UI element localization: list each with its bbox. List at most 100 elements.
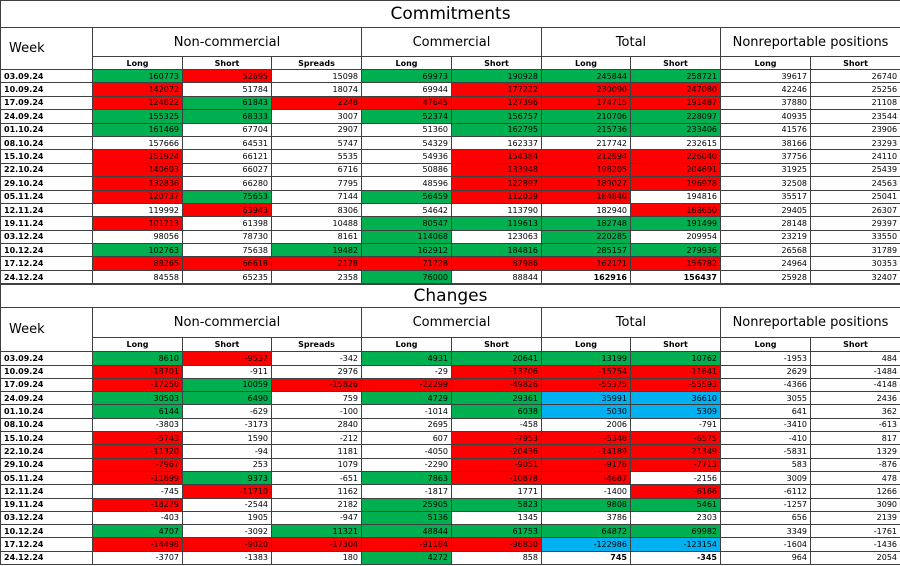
week-cell: 29.10.24 [0, 176, 93, 191]
title-row: Commitments [0, 0, 900, 28]
data-row: 22.10.24 -11320 -94 1181 -4050 -20436 -14189 -2… [0, 444, 900, 459]
value-cell: -1604 [720, 537, 811, 552]
value-cell: 3349 [720, 524, 811, 539]
value-cell: -14189 [541, 444, 631, 459]
value-cell: -122986 [541, 537, 631, 552]
value-cell: 157666 [92, 135, 183, 151]
data-row: 08.10.24 157666 64531 5747 54329 162337 217742… [0, 135, 900, 151]
value-cell: -1400 [541, 484, 631, 499]
value-cell: 42246 [720, 82, 811, 97]
group-header: Total [541, 27, 721, 57]
data-row: 24.12.24 84558 65235 2358 76000 88844 162916 15… [0, 269, 900, 285]
value-cell: 11321 [271, 524, 362, 539]
value-cell: 362 [809, 404, 900, 419]
week-cell: 12.11.24 [0, 202, 93, 218]
value-cell: 23544 [809, 109, 900, 124]
value-cell: 4729 [361, 391, 452, 406]
subheader-row: Long Short Spreads Long Short Long Short Long Sh… [1, 337, 900, 353]
week-cell: 03.12.24 [0, 229, 93, 245]
value-cell: 641 [720, 404, 811, 419]
value-cell: 2139 [809, 510, 900, 526]
value-cell: 2303 [630, 510, 721, 526]
value-cell: 35517 [720, 189, 811, 204]
group-header: Non-commercial [92, 307, 362, 339]
value-cell: -4366 [720, 377, 811, 393]
value-cell: 31789 [809, 243, 900, 258]
week-cell: 15.10.24 [0, 431, 93, 446]
value-cell: 151924 [92, 149, 183, 164]
week-cell: 24.09.24 [0, 391, 93, 406]
value-cell: 230090 [541, 82, 631, 97]
value-cell: 2629 [720, 364, 811, 379]
data-row: 24.09.24 155325 68333 3007 52374 156757 210706… [0, 109, 900, 124]
value-cell: 228097 [630, 109, 721, 124]
data-row: 29.10.24 132836 66280 7795 48596 122897 189027… [0, 176, 900, 191]
value-cell: -2544 [182, 497, 272, 512]
data-row: 03.12.24 98056 78730 8161 114068 123063 220285… [0, 229, 900, 245]
value-cell: -7953 [451, 431, 542, 446]
week-cell: 08.10.24 [0, 135, 93, 151]
value-cell: 50886 [361, 162, 452, 178]
week-cell: 01.10.24 [0, 122, 93, 137]
value-cell: 174715 [541, 95, 631, 111]
value-cell: 232615 [630, 135, 721, 151]
value-cell: -14498 [92, 537, 183, 552]
value-cell: 48844 [361, 524, 452, 539]
value-cell: 5823 [451, 497, 542, 512]
value-cell: -1761 [809, 524, 900, 539]
value-cell: 32407 [809, 269, 900, 285]
subheader: Short [809, 56, 900, 70]
value-cell: -212 [271, 431, 362, 446]
value-cell: -5831 [720, 444, 811, 459]
value-cell: -100 [271, 404, 362, 419]
value-cell: 279936 [630, 243, 721, 258]
subheader: Long [361, 56, 452, 70]
value-cell: 15098 [271, 68, 362, 84]
value-cell: 25905 [361, 497, 452, 512]
value-cell: 9373 [182, 470, 272, 486]
value-cell: 52374 [361, 109, 452, 124]
value-cell: 23219 [720, 229, 811, 245]
value-cell: -91184 [361, 537, 452, 552]
value-cell: 2182 [271, 497, 362, 512]
data-row: 01.10.24 6144 -629 -100 -1014 6038 5030 5309 641… [0, 404, 900, 419]
value-cell: 26740 [809, 68, 900, 84]
table-body: Changes Week Non-commercial Commercial Total… [0, 284, 900, 566]
value-cell: 5461 [630, 497, 721, 512]
value-cell: 69973 [361, 68, 452, 84]
value-cell: 61843 [182, 95, 272, 111]
subheader-row: Long Short Spreads Long Short Long Short Long Sh… [1, 56, 900, 70]
value-cell: 35991 [541, 391, 631, 406]
value-cell: 78730 [182, 229, 272, 245]
value-cell: 2976 [271, 364, 362, 379]
value-cell: 1162 [271, 484, 362, 499]
section-title: Changes [0, 284, 900, 309]
value-cell: 30353 [809, 256, 900, 271]
value-cell: 142072 [92, 82, 183, 97]
value-cell: 63943 [182, 202, 272, 218]
data-row: 22.10.24 140603 66027 6716 50886 133948 198205… [0, 162, 900, 178]
value-cell: -342 [271, 351, 362, 366]
value-cell: 61753 [451, 524, 542, 539]
value-cell: 112039 [451, 189, 542, 204]
value-cell: -3173 [182, 417, 272, 433]
value-cell: 2695 [361, 417, 452, 433]
week-cell: 22.10.24 [0, 444, 93, 459]
value-cell: -15754 [541, 364, 631, 379]
value-cell: -4050 [361, 444, 452, 459]
value-cell: 1905 [182, 510, 272, 526]
data-row: 12.11.24 -745 -11710 1162 -1817 1771 -1400 -616… [0, 484, 900, 499]
value-cell: 162171 [541, 256, 631, 271]
value-cell: 26307 [809, 202, 900, 218]
value-cell: 140603 [92, 162, 183, 178]
value-cell: 1329 [809, 444, 900, 459]
value-cell: 87986 [451, 256, 542, 271]
value-cell: 1181 [271, 444, 362, 459]
value-cell: 180 [271, 550, 362, 566]
value-cell: -403 [92, 510, 183, 526]
value-cell: -55593 [630, 377, 721, 393]
data-row: 10.12.24 4707 -3092 11321 48844 61753 64872 699… [0, 524, 900, 539]
value-cell: -911 [182, 364, 272, 379]
value-cell: 127396 [451, 95, 542, 111]
value-cell: -11710 [182, 484, 272, 499]
